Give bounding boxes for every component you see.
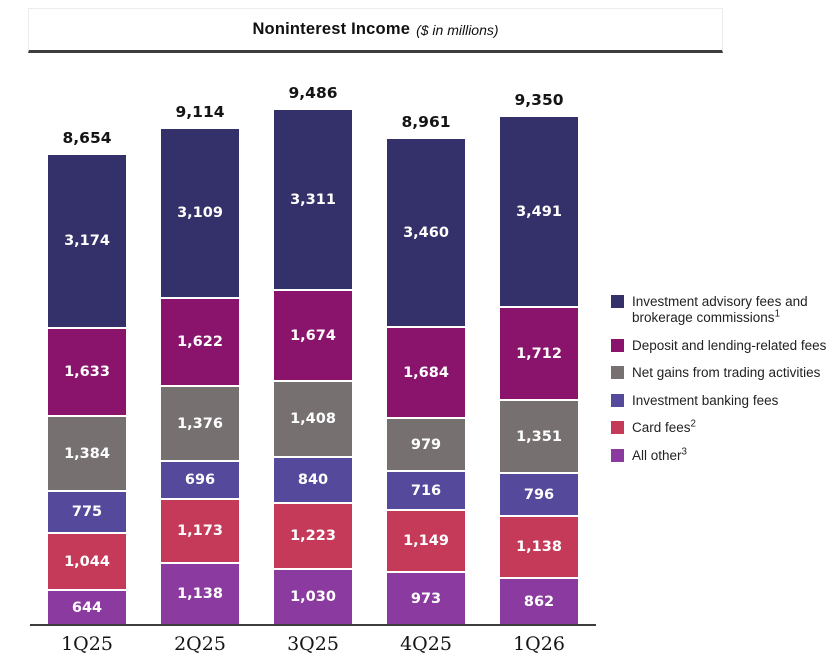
- bar-group: 3,460 1,684 979 716 1,149 973: [387, 139, 465, 624]
- bar-total-label: 9,350: [514, 91, 564, 109]
- legend-swatch-icon: [611, 295, 624, 308]
- legend-label: All other3: [632, 446, 687, 463]
- bar-group: 3,491 1,712 1,351 796 1,138 862: [500, 117, 578, 624]
- bar-segment: 1,674: [274, 289, 352, 380]
- bar-segment: 979: [387, 417, 465, 470]
- bar-segment: 1,684: [387, 326, 465, 417]
- bar-segment: 3,460: [387, 139, 465, 326]
- bar-segment: 716: [387, 470, 465, 509]
- bar-segment: 1,173: [161, 498, 239, 562]
- legend-swatch-icon: [611, 448, 624, 462]
- legend-label: Net gains from trading activities: [632, 365, 821, 381]
- legend-item: Deposit and lending-related fees: [611, 338, 828, 354]
- legend: Investment advisory fees and brokerage c…: [611, 294, 828, 464]
- legend-swatch-icon: [611, 338, 624, 352]
- legend-swatch-icon: [611, 366, 624, 380]
- x-tick-label: 2Q25: [174, 633, 226, 655]
- legend-swatch-icon: [611, 393, 624, 407]
- x-tick-label: 4Q25: [400, 633, 452, 655]
- legend-label: Investment banking fees: [632, 392, 779, 408]
- bar-segment: 1,408: [274, 380, 352, 456]
- bar-segment: 1,044: [48, 532, 126, 589]
- bar-segment: 973: [387, 571, 465, 624]
- bar-segment: 3,174: [48, 155, 126, 327]
- bar-segment: 1,633: [48, 327, 126, 415]
- bar-segment: 775: [48, 490, 126, 532]
- bar-group: 3,311 1,674 1,408 840 1,223 1,030: [274, 110, 352, 624]
- bar-segment: 1,223: [274, 502, 352, 568]
- bar-segment: 1,376: [161, 385, 239, 460]
- legend-item: All other3: [611, 446, 828, 464]
- legend-swatch-icon: [611, 421, 624, 435]
- bar-segment: 1,384: [48, 415, 126, 490]
- legend-footnote-marker: 2: [690, 418, 696, 430]
- legend-item: Net gains from trading activities: [611, 365, 828, 381]
- legend-item: Card fees2: [611, 418, 828, 436]
- bar-group: 3,109 1,622 1,376 696 1,173 1,138: [161, 129, 239, 624]
- bar-segment: 1,712: [500, 306, 578, 399]
- bar-segment: 1,138: [161, 562, 239, 624]
- bar-segment: 3,311: [274, 110, 352, 289]
- bar-segment: 1,351: [500, 399, 578, 472]
- bar-segment: 796: [500, 472, 578, 515]
- legend-label: Deposit and lending-related fees: [632, 337, 827, 353]
- legend-item: Investment advisory fees and brokerage c…: [611, 294, 828, 327]
- bar-segment: 3,109: [161, 129, 239, 297]
- bar-total-label: 9,486: [288, 84, 338, 102]
- bar-segment: 696: [161, 460, 239, 498]
- chart-title-units: ($ in millions): [416, 21, 499, 38]
- bar-segment: 1,622: [161, 297, 239, 385]
- legend-label: Card fees2: [632, 418, 696, 436]
- bar-segment: 1,030: [274, 568, 352, 624]
- x-tick-label: 1Q26: [513, 633, 565, 655]
- legend-footnote-marker: 3: [681, 446, 687, 458]
- bar-group: 3,174 1,633 1,384 775 1,044 644: [48, 155, 126, 624]
- bar-total-label: 9,114: [175, 103, 225, 121]
- bar-segment: 1,149: [387, 509, 465, 571]
- bar-segment: 840: [274, 456, 352, 502]
- bar-segment: 644: [48, 589, 126, 624]
- x-tick-label: 3Q25: [287, 633, 339, 655]
- x-tick-label: 1Q25: [61, 633, 113, 655]
- legend-footnote-marker: 1: [774, 308, 780, 320]
- bar-total-label: 8,961: [401, 113, 451, 131]
- bar-segment: 862: [500, 577, 578, 624]
- bar-segment: 1,138: [500, 515, 578, 577]
- bar-segment: 3,491: [500, 117, 578, 306]
- chart-title: Noninterest Income: [252, 20, 411, 38]
- legend-label: Investment advisory fees and brokerage c…: [632, 294, 808, 326]
- chart-title-box: Noninterest Income ($ in millions): [28, 8, 723, 53]
- x-axis-line: [30, 624, 596, 626]
- bar-total-label: 8,654: [62, 129, 112, 147]
- legend-item: Investment banking fees: [611, 393, 828, 409]
